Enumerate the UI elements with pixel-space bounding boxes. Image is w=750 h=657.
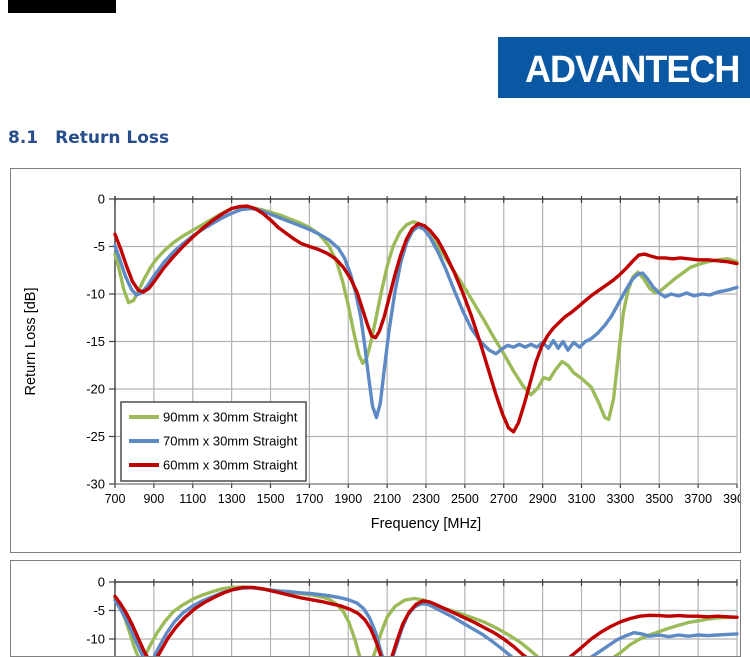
x-tick-label: 2100	[373, 492, 401, 506]
y-tick-labels: 0 -5 -10	[86, 575, 105, 647]
y-tick-labels: 0 -5 -10 -15 -20 -25 -30	[86, 192, 105, 492]
y-tick-label: -25	[86, 429, 105, 444]
x-tick-label: 2500	[451, 492, 479, 506]
x-tick-label: 2900	[529, 492, 557, 506]
y-tick-label: -15	[86, 334, 105, 349]
section-heading: 8.1 Return Loss	[8, 128, 169, 148]
legend-label: 90mm x 30mm Straight	[163, 410, 298, 425]
x-tick-label: 3100	[568, 492, 596, 506]
legend-label: 70mm x 30mm Straight	[163, 434, 298, 449]
series-line-60mm-x-30mm-straight	[113, 204, 739, 434]
chart-canvas: 0 -5 -10	[86, 575, 739, 656]
y-tick-label: -5	[93, 603, 105, 618]
y-tick-label: -20	[86, 382, 105, 397]
advantech-logo: ADVANTECH	[498, 37, 750, 98]
series-line-60mm-x-30mm-straight	[113, 585, 739, 656]
x-tick-label: 1500	[257, 492, 285, 506]
y-tick-label: -5	[93, 239, 105, 254]
x-tick-label: 3700	[684, 492, 712, 506]
series-line-70mm-x-30mm-straight	[113, 206, 739, 420]
axes	[109, 579, 738, 656]
top-left-black-bar	[8, 0, 116, 13]
series-line-70mm-x-30mm-straight	[113, 586, 739, 656]
y-tick-label: 0	[98, 192, 105, 207]
page-title: Return Loss	[55, 128, 170, 148]
y-axis-title: Return Loss [dB]	[23, 288, 39, 396]
x-tick-label: 3500	[645, 492, 673, 506]
return-loss-chart-1: 0 -5 -10 -15 -20 -25 -30 700 900 1100 1300 1500 1700…	[10, 168, 741, 553]
advantech-logo-text: ADVANTECH	[525, 47, 740, 91]
x-axis-title: Frequency [MHz]	[371, 516, 481, 532]
x-tick-label: 2300	[412, 492, 440, 506]
x-tick-label: 700	[105, 492, 126, 506]
x-tick-label: 1700	[295, 492, 323, 506]
x-tick-label: 3900	[723, 492, 740, 506]
legend: 90mm x 30mm Straight 70mm x 30mm Straight…	[120, 401, 307, 482]
y-tick-label: -10	[86, 287, 105, 302]
x-tick-label: 1900	[334, 492, 362, 506]
return-loss-chart-2-clipped: 0 -5 -10	[10, 560, 741, 657]
x-tick-label: 1300	[218, 492, 246, 506]
y-tick-label: 0	[98, 575, 105, 590]
x-tick-labels: 700 900 1100 1300 1500 1700 1900 2100 2300 2500 27…	[105, 492, 740, 506]
legend-label: 60mm x 30mm Straight	[163, 458, 298, 473]
y-tick-label: -30	[86, 477, 105, 492]
y-tick-label: -10	[86, 632, 105, 647]
x-tick-label: 2700	[490, 492, 518, 506]
x-tick-label: 3300	[606, 492, 634, 506]
x-tick-label: 900	[143, 492, 164, 506]
x-tick-label: 1100	[179, 492, 206, 506]
section-number: 8.1	[8, 128, 39, 148]
